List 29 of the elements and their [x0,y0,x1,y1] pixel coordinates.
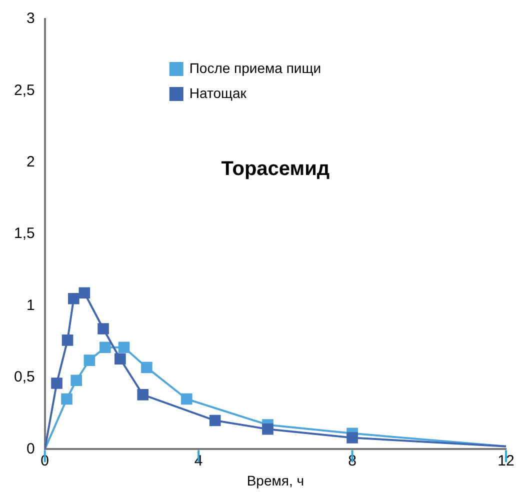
point [61,393,72,405]
point [68,292,80,304]
x-axis-title: Время, ч [246,472,304,488]
y-tick-label: 0,5 [14,368,35,386]
point [100,342,111,354]
point [181,393,192,405]
point [141,362,152,374]
point [137,389,149,400]
point [51,378,62,389]
point [118,342,130,354]
x-tick-label: 12 [498,452,514,470]
point [98,323,109,334]
y-tick-label: 3 [26,10,35,28]
point [114,353,126,365]
y-tick-label: 0 [26,440,35,458]
point [209,414,221,426]
point [62,334,74,346]
text: Торасемид [221,158,330,180]
legend-label: Натощак [189,84,248,101]
point [70,374,82,386]
y-tick-label: 1,5 [14,225,35,242]
legend-label: После приема пищи [189,60,322,76]
y-tick-label: 2 [26,154,35,171]
point [78,287,90,299]
point [84,354,96,366]
y-tick-label: 2,5 [14,82,35,99]
point [262,423,274,435]
y-tick-label: 1 [26,296,35,314]
point [346,432,358,444]
